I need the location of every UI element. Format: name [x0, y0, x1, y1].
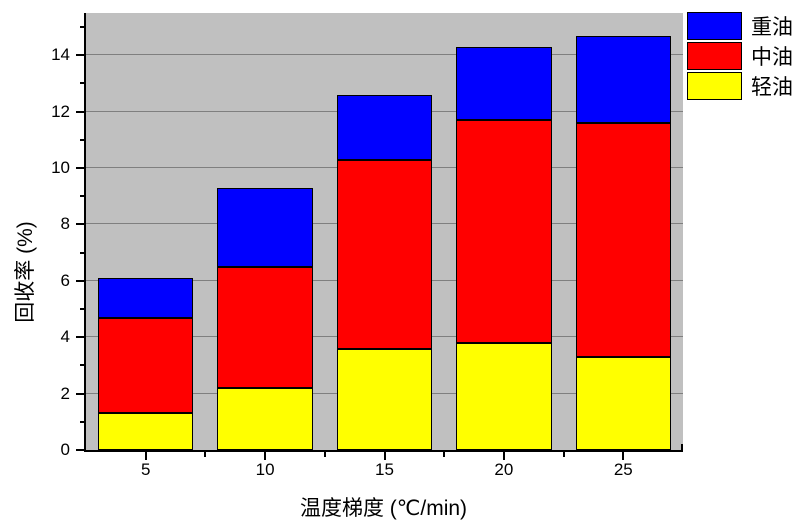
y-major-tick-12 — [76, 110, 84, 113]
x-major-tick-20 — [502, 452, 505, 460]
bar-segment-中油-10 — [217, 266, 313, 388]
gridline-y-14 — [86, 54, 683, 56]
y-minor-tick-5 — [80, 308, 84, 311]
x-minor-tick-7.5 — [204, 452, 207, 457]
y-major-tick-4 — [76, 336, 84, 339]
bar-segment-轻油-25 — [575, 356, 672, 450]
y-minor-tick-11 — [80, 138, 84, 141]
bar-segment-中油-20 — [456, 120, 552, 343]
bar-group-5 — [97, 13, 194, 450]
bar-group-10 — [217, 13, 313, 450]
y-major-tick-14 — [76, 54, 84, 57]
bar-segment-中油-15 — [336, 159, 433, 349]
bar-segment-重油-20 — [456, 46, 552, 121]
y-minor-tick-15 — [80, 26, 84, 29]
x-minor-tick-12.5 — [323, 452, 326, 457]
y-major-tick-8 — [76, 223, 84, 226]
bar-group-25 — [575, 13, 672, 450]
bar-segment-中油-5 — [97, 317, 194, 414]
x-minor-tick-22.5 — [562, 452, 565, 457]
y-major-tick-0 — [76, 449, 84, 451]
x-minor-tick-17.5 — [443, 452, 446, 457]
y-tick-label-0: 0 — [60, 440, 70, 459]
bar-segment-轻油-15 — [336, 348, 433, 450]
bar-segment-轻油-10 — [217, 387, 313, 450]
x-tick-label-10: 10 — [255, 460, 275, 479]
x-major-tick-25 — [622, 452, 625, 460]
y-minor-tick-3 — [80, 364, 84, 367]
y-minor-tick-7 — [80, 251, 84, 254]
x-tick-label-25: 25 — [613, 460, 633, 479]
bar-segment-重油-10 — [217, 187, 313, 267]
x-tick-label-5: 5 — [140, 460, 151, 479]
x-major-tick-15 — [383, 452, 386, 460]
y-major-tick-10 — [76, 167, 84, 170]
x-major-tick-10 — [264, 452, 267, 460]
y-major-tick-2 — [76, 392, 84, 395]
legend-label: 轻油 — [751, 75, 793, 99]
y-axis-title: 回收率 (%) — [14, 221, 37, 323]
bar-segment-重油-15 — [336, 94, 433, 160]
y-major-tick-6 — [76, 279, 84, 282]
y-tick-label-8: 8 — [60, 214, 70, 234]
y-tick-label-10: 10 — [51, 158, 70, 178]
legend-swatch-中油 — [687, 41, 742, 70]
legend-label: 重油 — [751, 15, 793, 39]
bar-group-20 — [456, 13, 552, 450]
y-tick-label-14: 14 — [51, 45, 70, 65]
legend-item-轻油: 轻油 — [687, 71, 793, 100]
y-tick-label-2: 2 — [60, 383, 70, 403]
bar-segment-轻油-20 — [456, 342, 552, 450]
x-major-tick-5 — [144, 452, 147, 460]
legend-item-中油: 中油 — [687, 41, 793, 70]
y-tick-label-6: 6 — [60, 270, 70, 290]
x-tick-label-20: 20 — [494, 460, 514, 479]
y-minor-tick-9 — [80, 195, 84, 198]
legend: 重油 中油 轻油 — [687, 11, 793, 101]
plot-area — [84, 13, 683, 452]
legend-swatch-轻油 — [687, 71, 742, 100]
y-minor-tick-1 — [80, 420, 84, 423]
y-tick-label-12: 12 — [51, 101, 70, 121]
bar-segment-中油-25 — [575, 122, 672, 357]
x-tick-label-15: 15 — [375, 460, 394, 479]
x-axis-end-tick — [681, 444, 683, 450]
legend-label: 中油 — [751, 45, 793, 69]
bar-group-15 — [336, 13, 433, 450]
plot-background — [86, 13, 683, 450]
bar-segment-轻油-5 — [97, 413, 194, 450]
bar-segment-重油-5 — [97, 278, 194, 318]
legend-swatch-重油 — [687, 11, 742, 40]
legend-item-重油: 重油 — [687, 11, 793, 40]
y-tick-label-4: 4 — [60, 327, 70, 347]
x-axis-title: 温度梯度 (℃/min) — [299, 497, 468, 520]
bar-segment-重油-25 — [575, 35, 672, 123]
y-minor-tick-13 — [80, 82, 84, 85]
